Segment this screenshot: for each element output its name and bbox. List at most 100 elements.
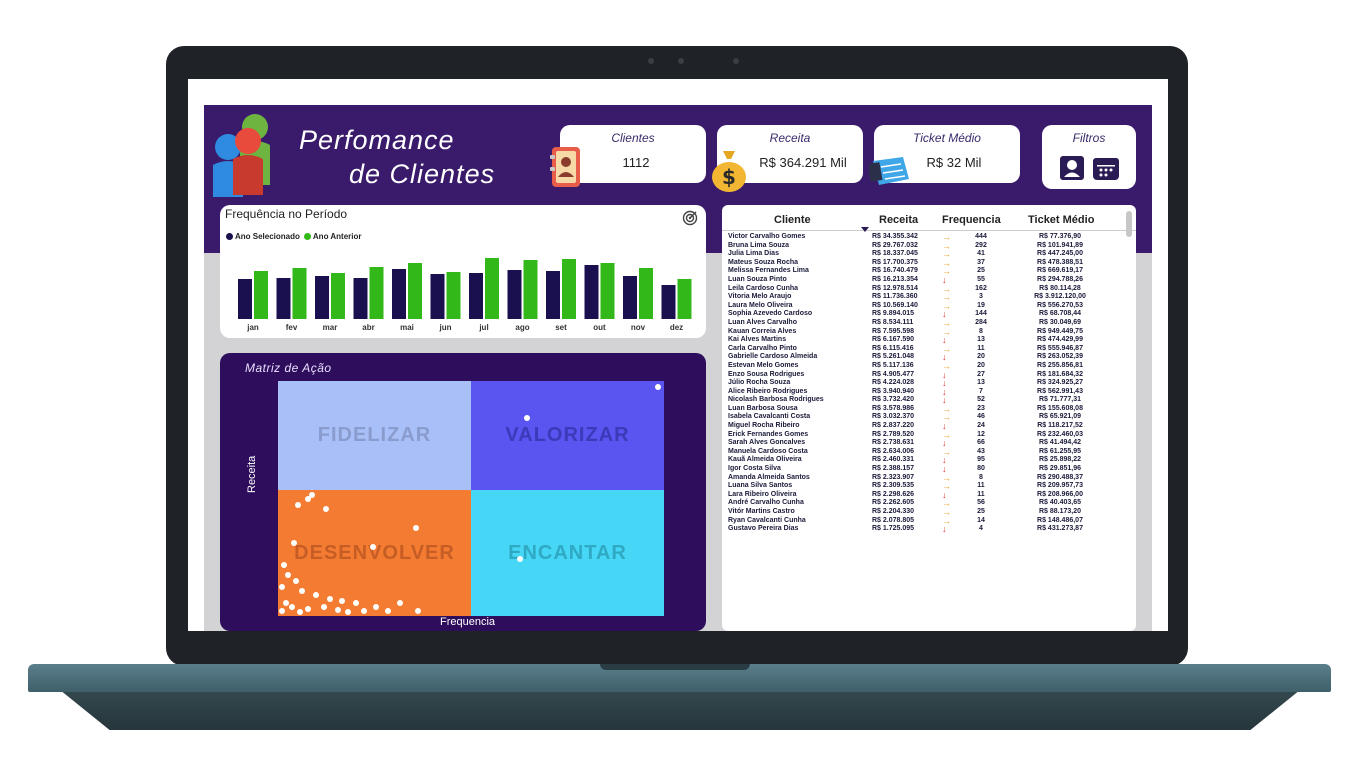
- bar-previous-dez[interactable]: [677, 279, 692, 319]
- dashboard: Perfomance de Clientes Clientes 1112 Rec…: [204, 105, 1152, 631]
- cell-cliente: Sarah Alves Goncalves: [728, 439, 806, 447]
- user-filter-icon[interactable]: [1059, 155, 1085, 181]
- table-row[interactable]: Victor Carvalho Gomes R$ 34.355.342 444 R$ …: [722, 233, 1136, 242]
- arrow-right-icon: →: [942, 249, 951, 260]
- bar-selected-mai[interactable]: [392, 269, 406, 319]
- bar-selected-dez[interactable]: [661, 285, 676, 319]
- bar-previous-nov[interactable]: [639, 268, 653, 319]
- cell-frequencia: 23: [977, 404, 985, 412]
- cell-frequencia: 162: [975, 284, 987, 292]
- bar-selected-jan[interactable]: [238, 279, 252, 319]
- cell-receita: R$ 12.978.514: [872, 284, 918, 292]
- cell-receita: R$ 34.355.342: [872, 233, 918, 240]
- calendar-filter-icon[interactable]: [1092, 155, 1120, 181]
- table-row[interactable]: Vitoria Melo Araujo R$ 11.736.360 3 R$ 3.91…: [722, 293, 1136, 302]
- bar-selected-nov[interactable]: [623, 276, 637, 319]
- cell-ticket-medio: R$ 80.114,28: [1039, 284, 1081, 292]
- table-row[interactable]: Sarah Alves Goncalves R$ 2.738.631 66 R$ 41…: [722, 439, 1136, 448]
- bar-selected-set[interactable]: [546, 271, 560, 319]
- bar-selected-ago[interactable]: [507, 270, 522, 319]
- table-row[interactable]: Vitór Martins Castro R$ 2.204.330 25 R$ 88.…: [722, 508, 1136, 517]
- table-row[interactable]: Nicolash Barbosa Rodrigues R$ 3.732.420 52…: [722, 396, 1136, 405]
- table-row[interactable]: Sophia Azevedo Cardoso R$ 9.894.015 144 R$ …: [722, 310, 1136, 319]
- col-header-cliente[interactable]: Cliente: [774, 214, 811, 226]
- bar-previous-fev[interactable]: [292, 268, 307, 319]
- cell-ticket-medio: R$ 294.788,26: [1037, 275, 1083, 283]
- cell-frequencia: 13: [977, 336, 985, 344]
- table-row[interactable]: Mateus Souza Rocha R$ 17.700.375 37 R$ 478.…: [722, 258, 1136, 268]
- table-row[interactable]: Alice Ribeiro Rodrigues R$ 3.940.940 7 R$ 5…: [722, 387, 1136, 397]
- chart-title: Frequência no Período: [225, 207, 348, 221]
- bar-previous-out[interactable]: [600, 263, 615, 319]
- table-row[interactable]: Leila Cardoso Cunha R$ 12.978.514 162 R$ 80…: [722, 284, 1136, 294]
- table-row[interactable]: Luan Souza Pinto R$ 16.213.354 55 R$ 294.78…: [722, 276, 1136, 285]
- cell-cliente: Ryan Cavalcanti Cunha: [728, 516, 806, 524]
- arrow-right-icon: →: [942, 472, 951, 483]
- bar-selected-jun[interactable]: [430, 274, 445, 319]
- table-row[interactable]: Ryan Cavalcanti Cunha R$ 2.078.805 14 R$ 14…: [722, 516, 1136, 526]
- table-row[interactable]: Kai Alves Martins R$ 6.167.590 13 R$ 474.42…: [722, 336, 1136, 345]
- table-row[interactable]: Amanda Almeida Santos R$ 2.323.907 8 R$ 290…: [722, 472, 1136, 483]
- cell-receita: R$ 2.789.520: [872, 430, 915, 438]
- bar-previous-jan[interactable]: [254, 271, 268, 319]
- table-row[interactable]: Luan Alves Carvalho R$ 8.534.111 284 R$ 30.…: [722, 319, 1136, 328]
- table-row[interactable]: Manuela Cardoso Costa R$ 2.634.006 43 R$ 61…: [722, 448, 1136, 457]
- cell-cliente: Melissa Fernandes Lima: [728, 267, 809, 275]
- arrow-down-icon: ↓: [942, 455, 947, 466]
- table-row[interactable]: Luana Silva Santos R$ 2.309.535 11 R$ 209.9…: [722, 482, 1136, 491]
- table-row[interactable]: Gabrielle Cardoso Almeida R$ 5.261.048 20 R…: [722, 353, 1136, 362]
- table-row[interactable]: Gustavo Pereira Dias R$ 1.725.095 4 R$ 431.…: [722, 525, 1136, 534]
- target-icon[interactable]: [682, 210, 698, 226]
- cell-ticket-medio: R$ 181.684,32: [1037, 370, 1083, 378]
- table-row[interactable]: Bruna Lima Souza R$ 29.767.032 292 R$ 101.9…: [722, 241, 1136, 251]
- bar-previous-mar[interactable]: [331, 273, 345, 319]
- cell-receita: R$ 2.309.535: [872, 482, 915, 490]
- table-row[interactable]: Kauã Almeida Oliveira R$ 2.460.331 95 R$ 25…: [722, 456, 1136, 465]
- bar-previous-jun[interactable]: [446, 272, 461, 319]
- bar-selected-abr[interactable]: [353, 278, 368, 319]
- cell-ticket-medio: R$ 29.851,96: [1038, 465, 1082, 473]
- cell-cliente: Estevan Melo Gomes: [728, 361, 799, 369]
- table-row[interactable]: Enzo Sousa Rodrigues R$ 4.905.477 27 R$ 181…: [722, 370, 1136, 380]
- cell-frequencia: 11: [977, 344, 985, 352]
- page-title: Perfomance de Clientes: [299, 123, 495, 191]
- cell-ticket-medio: R$ 290.488,37: [1037, 473, 1083, 481]
- table-scrollbar[interactable]: [1126, 211, 1132, 237]
- cell-receita: R$ 4.224.028: [872, 379, 915, 387]
- col-header-ticket-medio[interactable]: Ticket Médio: [1028, 214, 1095, 226]
- cell-frequencia: 444: [975, 233, 987, 240]
- table-row[interactable]: Julia Lima Dias R$ 18.337.045 41 R$ 447.245…: [722, 250, 1136, 259]
- table-row[interactable]: Laura Melo Oliveira R$ 10.569.140 19 R$ 556…: [722, 301, 1136, 311]
- col-header-frequencia[interactable]: Frequencia: [942, 214, 1001, 226]
- bar-previous-mai[interactable]: [408, 263, 422, 319]
- table-row[interactable]: André Carvalho Cunha R$ 2.262.605 56 R$ 40.…: [722, 499, 1136, 508]
- table-row[interactable]: Júlio Rocha Souza R$ 4.224.028 13 R$ 324.92…: [722, 379, 1136, 388]
- cell-ticket-medio: R$ 949.449,75: [1037, 327, 1083, 335]
- bar-previous-ago[interactable]: [523, 260, 538, 319]
- cell-frequencia: 24: [977, 422, 985, 430]
- arrow-right-icon: →: [942, 429, 951, 440]
- cell-receita: R$ 3.578.986: [872, 404, 915, 412]
- sort-desc-icon[interactable]: [861, 227, 869, 233]
- table-row[interactable]: Kauan Correia Alves R$ 7.595.598 8 R$ 949.4…: [722, 327, 1136, 337]
- table-row[interactable]: Igor Costa Silva R$ 2.388.157 80 R$ 29.851,…: [722, 465, 1136, 474]
- table-row[interactable]: Lara Ribeiro Oliveira R$ 2.298.626 11 R$ 20…: [722, 491, 1136, 500]
- bar-selected-mar[interactable]: [315, 276, 329, 319]
- bar-previous-abr[interactable]: [369, 267, 384, 319]
- table-row[interactable]: Miguel Rocha Ribeiro R$ 2.837.220 24 R$ 118…: [722, 422, 1136, 431]
- table-row[interactable]: Melissa Fernandes Lima R$ 16.740.479 25 R$ …: [722, 267, 1136, 276]
- bar-selected-fev[interactable]: [276, 278, 291, 319]
- bar-previous-jul[interactable]: [485, 258, 499, 319]
- table-row[interactable]: Estevan Melo Gomes R$ 5.117.136 20 R$ 255.8…: [722, 362, 1136, 371]
- bar-selected-jul[interactable]: [469, 273, 483, 319]
- x-tick-label: mai: [400, 323, 414, 332]
- table-row[interactable]: Isabela Cavalcanti Costa R$ 3.032.370 46 R$…: [722, 413, 1136, 422]
- col-header-receita[interactable]: Receita: [879, 214, 919, 226]
- cell-frequencia: 25: [977, 508, 985, 515]
- bar-previous-set[interactable]: [562, 259, 576, 319]
- table-row[interactable]: Erick Fernandes Gomes R$ 2.789.520 12 R$ 23…: [722, 429, 1136, 440]
- cell-ticket-medio: R$ 232.460,03: [1037, 430, 1083, 438]
- bar-selected-out[interactable]: [584, 265, 599, 319]
- table-row[interactable]: Luan Barbosa Sousa R$ 3.578.986 23 R$ 155.6…: [722, 405, 1136, 414]
- table-row[interactable]: Carla Carvalho Pinto R$ 6.115.416 11 R$ 555…: [722, 344, 1136, 354]
